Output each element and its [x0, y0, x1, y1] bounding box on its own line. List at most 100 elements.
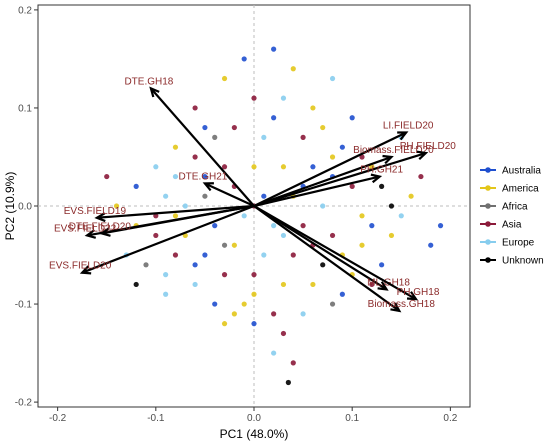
data-point	[290, 66, 296, 72]
data-point	[280, 281, 287, 288]
loading-label: Biomass.FIELD20	[353, 145, 434, 156]
loading-arrow	[253, 205, 400, 312]
loading-label: DTE.GH21	[178, 171, 227, 182]
loading-arrowhead	[406, 291, 419, 301]
data-point	[379, 183, 385, 189]
data-point	[428, 242, 434, 248]
loading-label: PH.GH18	[397, 287, 440, 298]
data-point	[359, 213, 365, 219]
data-point	[329, 75, 336, 82]
legend-key-dot	[485, 167, 491, 173]
data-point	[408, 193, 414, 199]
y-axis-title: PC2 (10.9%)	[3, 172, 17, 241]
data-point	[212, 134, 218, 140]
data-point	[310, 281, 316, 288]
x-tick-label: 0.0	[247, 413, 261, 424]
y-tick-label: -0.2	[15, 398, 33, 409]
data-point	[221, 164, 228, 170]
data-point	[153, 232, 159, 239]
data-point	[310, 105, 316, 111]
loading-label: DTE.FIELD20	[69, 221, 132, 232]
loading-label: Biomass.GH18	[368, 299, 436, 310]
data-point	[113, 203, 120, 209]
data-point	[398, 213, 404, 219]
data-point	[271, 223, 277, 229]
data-point	[388, 203, 395, 209]
data-point	[261, 193, 267, 199]
legend-label: Australia	[502, 166, 541, 177]
data-point	[172, 252, 179, 258]
data-point	[104, 173, 110, 180]
legend-label: America	[502, 184, 539, 195]
data-point	[271, 115, 277, 121]
data-point	[261, 134, 267, 140]
loading-arrowhead	[149, 86, 160, 98]
data-point	[133, 281, 139, 288]
x-tick-label: 0.1	[345, 413, 359, 424]
loading-arrow	[253, 175, 380, 208]
loading-label: DTE.GH18	[124, 76, 173, 87]
loading-arrowhead	[99, 227, 111, 237]
data-point	[231, 242, 237, 248]
data-point	[437, 223, 444, 229]
scatter-points	[104, 46, 444, 386]
loading-arrowhead	[397, 131, 409, 141]
loading-arrowhead	[377, 281, 389, 291]
data-point	[388, 232, 395, 239]
loading-arrow	[96, 204, 255, 219]
data-point	[349, 183, 355, 189]
data-point	[133, 183, 139, 189]
data-point	[251, 164, 257, 170]
data-point	[379, 262, 385, 268]
data-point	[231, 311, 237, 317]
data-point	[192, 154, 198, 160]
data-point	[172, 173, 179, 180]
data-point	[271, 46, 277, 52]
data-point	[290, 252, 296, 258]
legend-key-dot	[485, 185, 491, 191]
y-tick-label: 0.1	[18, 103, 32, 114]
data-point	[163, 291, 169, 297]
data-point	[251, 321, 257, 327]
data-point	[280, 164, 287, 170]
data-point	[182, 203, 188, 209]
loading-arrow	[204, 182, 255, 207]
y-tick-label: 0.0	[18, 202, 32, 213]
data-point	[280, 95, 287, 101]
data-point	[285, 379, 291, 386]
data-point	[192, 105, 198, 111]
data-point	[320, 203, 326, 209]
y-axis-ticks: -0.2 -0.1 0.0 0.1 0.2	[15, 5, 38, 409]
legend-label: Unknown	[502, 256, 544, 267]
data-point	[271, 311, 277, 317]
data-point	[300, 134, 306, 140]
data-point	[339, 144, 345, 150]
legend-key-dot	[485, 221, 491, 227]
legend-label: Europe	[502, 238, 535, 249]
data-point	[329, 301, 336, 307]
data-point	[221, 272, 228, 278]
data-point	[329, 232, 336, 239]
data-point	[241, 301, 247, 307]
loading-arrow	[101, 204, 255, 235]
data-point	[251, 272, 257, 278]
y-tick-label: 0.2	[18, 5, 32, 16]
data-point	[418, 173, 424, 180]
loading-label: EVS.FIELD19	[64, 206, 127, 217]
data-point	[369, 223, 375, 229]
x-tick-label: 0.2	[443, 413, 457, 424]
loading-arrow	[253, 205, 417, 301]
data-point	[251, 291, 257, 297]
y-tick-label: -0.1	[15, 300, 33, 311]
data-point	[153, 164, 159, 170]
loading-label: LI.FIELD20	[383, 120, 434, 131]
data-point	[163, 272, 169, 278]
x-axis-ticks: -0.2 -0.1 0.0 0.1 0.2	[49, 407, 458, 424]
loading-label: PH.FIELD20	[400, 141, 457, 152]
data-point	[369, 281, 375, 288]
loading-arrows: DTE.GH18 LI.FIELD20 Biomass.FIELD20PH.FIEL…	[49, 76, 457, 313]
loading-arrow	[81, 204, 255, 274]
loading-arrowhead	[416, 150, 429, 160]
data-point	[202, 173, 208, 180]
